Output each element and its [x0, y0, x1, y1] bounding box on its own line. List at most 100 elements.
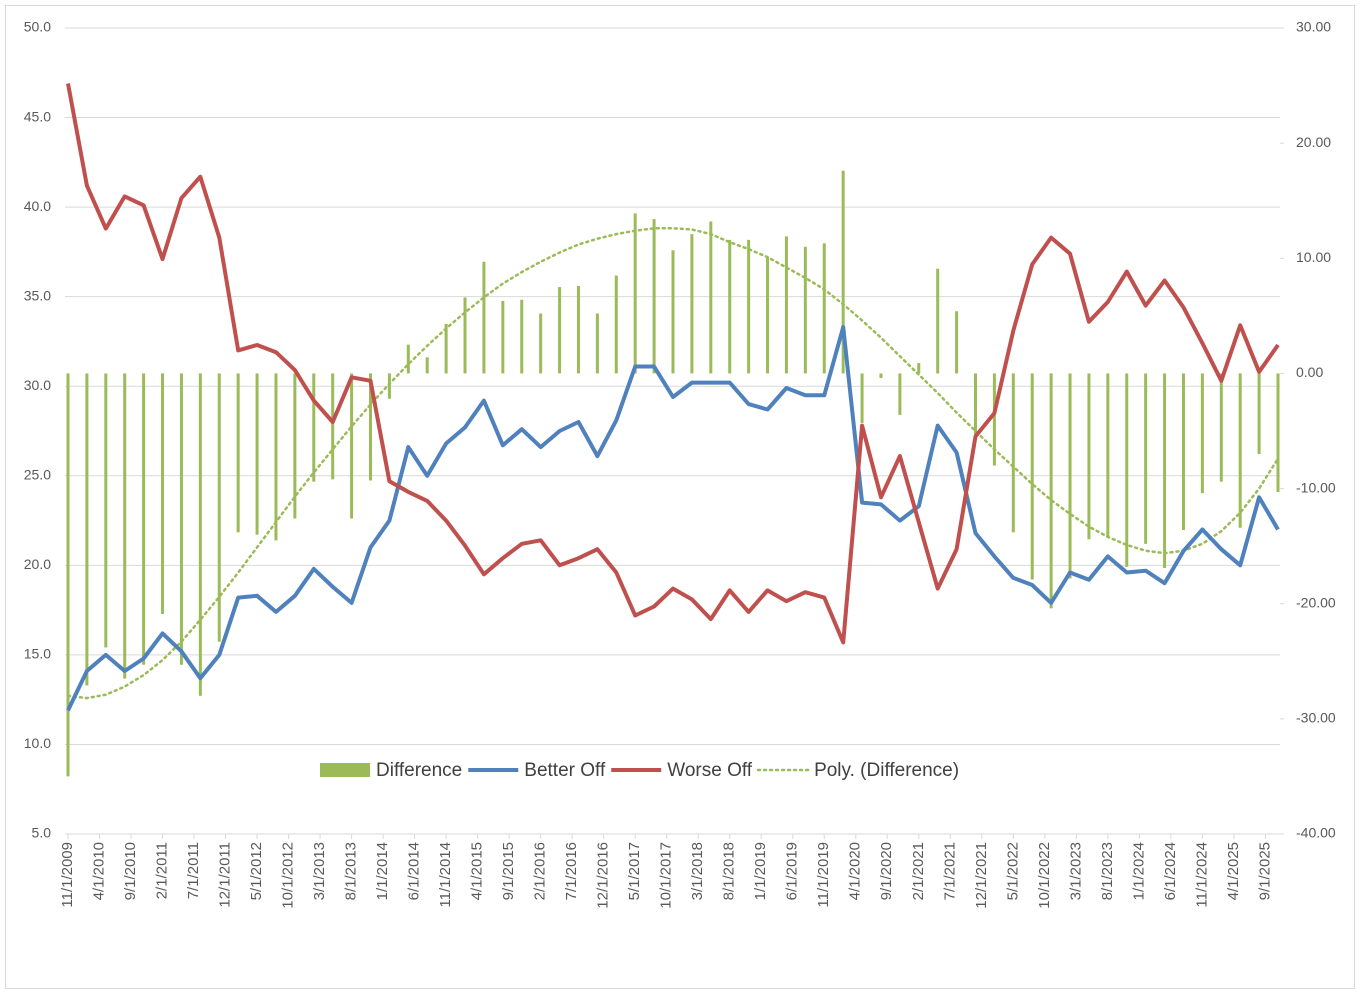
bar: [85, 373, 89, 686]
x-tick-label: 5/1/2022: [1004, 842, 1021, 900]
bar: [1200, 373, 1204, 494]
y-tick-label: 25.0: [24, 466, 51, 482]
x-tick-label: 4/1/2010: [90, 842, 107, 900]
bar: [387, 373, 391, 399]
line: [66, 83, 1280, 645]
x-tick-label: 10/1/2022: [1036, 842, 1053, 909]
bar: [671, 250, 675, 374]
bar: [633, 213, 637, 374]
bar: [104, 373, 108, 648]
bar: [1257, 373, 1261, 455]
y-tick-label: 40.0: [24, 198, 51, 214]
x-tick-label: 1/1/2024: [1130, 842, 1147, 900]
x-tick-label: 6/1/2024: [1162, 842, 1179, 900]
bar: [255, 373, 259, 535]
y-tick-label: 30.0: [24, 377, 51, 393]
x-tick-label: 8/1/2023: [1099, 842, 1116, 900]
x-tick-label: 10/1/2017: [658, 842, 675, 909]
x-tick-label: 8/1/2013: [343, 842, 360, 900]
bar: [747, 239, 751, 374]
bar: [992, 373, 996, 466]
bar: [198, 373, 202, 696]
y-tick-label: 50.0: [24, 19, 51, 35]
bar: [312, 373, 316, 482]
bar: [955, 311, 959, 374]
bar: [1068, 373, 1072, 579]
bar: [576, 285, 580, 374]
x-tick-label: 7/1/2011: [185, 842, 202, 899]
chart-frame: [5, 5, 1355, 989]
bar: [1276, 373, 1280, 493]
bar: [595, 313, 599, 374]
x-tick-label: 6/1/2014: [406, 842, 423, 900]
bar: [236, 373, 240, 533]
x-tick-label: 3/1/2023: [1067, 842, 1084, 900]
bar: [463, 297, 467, 374]
y2-tick-label: -10.00: [1296, 479, 1336, 495]
bar: [142, 373, 146, 665]
x-tick-label: 12/1/2011: [217, 842, 234, 908]
y-tick-label: 20.0: [24, 556, 51, 572]
bar: [652, 219, 656, 374]
bar: [841, 170, 845, 374]
x-tick-label: 3/1/2013: [311, 842, 328, 900]
bar: [1219, 373, 1223, 482]
bar: [1049, 373, 1053, 609]
bar: [728, 239, 732, 374]
bar: [520, 299, 524, 374]
bar: [1181, 373, 1185, 531]
bar: [936, 268, 940, 374]
x-tick-label: 4/1/2025: [1225, 842, 1242, 900]
bar: [879, 373, 883, 379]
bar: [350, 373, 354, 519]
x-tick-label: 5/1/2012: [248, 842, 265, 900]
y-tick-label: 35.0: [24, 287, 51, 303]
x-tick-label: 12/1/2021: [973, 842, 990, 909]
x-tick-label: 6/1/2019: [784, 842, 801, 900]
bar: [331, 373, 335, 480]
x-tick-label: 11/1/2014: [437, 842, 454, 908]
bar: [860, 373, 864, 423]
x-tick-label: 2/1/2021: [910, 842, 927, 900]
x-tick-label: 12/1/2016: [595, 842, 612, 909]
bar: [217, 373, 221, 642]
x-tick-label: 10/1/2012: [280, 842, 297, 909]
line: [66, 325, 1280, 712]
bar: [425, 357, 429, 374]
x-tick-label: 5/1/2017: [626, 842, 643, 900]
x-tick-label: 4/1/2020: [847, 842, 864, 900]
bar: [369, 373, 372, 481]
legend-label: Poly. (Difference): [814, 760, 959, 781]
y-tick-label: 45.0: [24, 108, 51, 124]
bar: [161, 373, 165, 615]
bar: [558, 287, 562, 374]
bar: [917, 363, 921, 374]
x-tick-label: 7/1/2016: [563, 842, 580, 900]
x-tick-label: 1/1/2014: [374, 842, 391, 900]
bar: [1030, 373, 1034, 580]
y2-tick-label: 30.00: [1296, 19, 1331, 35]
bar: [1106, 373, 1110, 537]
x-tick-label: 3/1/2018: [689, 842, 706, 900]
y2-tick-label: 0.00: [1296, 364, 1323, 380]
y2-tick-label: 10.00: [1296, 249, 1331, 265]
bar: [614, 275, 618, 374]
bar: [406, 344, 410, 374]
bar: [179, 373, 183, 665]
bar: [898, 373, 902, 415]
x-tick-label: 9/1/2025: [1256, 842, 1273, 900]
x-tick-label: 11/1/2019: [815, 842, 832, 908]
bar: [709, 221, 713, 374]
bar: [822, 243, 826, 374]
bar: [482, 261, 486, 374]
y-tick-label: 15.0: [24, 646, 51, 662]
bar: [274, 373, 278, 541]
bar: [1087, 373, 1091, 540]
bar: [501, 300, 505, 374]
y2-tick-label: -20.00: [1296, 594, 1336, 610]
bar: [66, 373, 70, 777]
x-tick-label: 1/1/2019: [752, 842, 769, 900]
legend: Difference Better Off Worse Off Poly. (Diff…: [320, 760, 959, 781]
x-tick-label: 2/1/2016: [532, 842, 549, 900]
